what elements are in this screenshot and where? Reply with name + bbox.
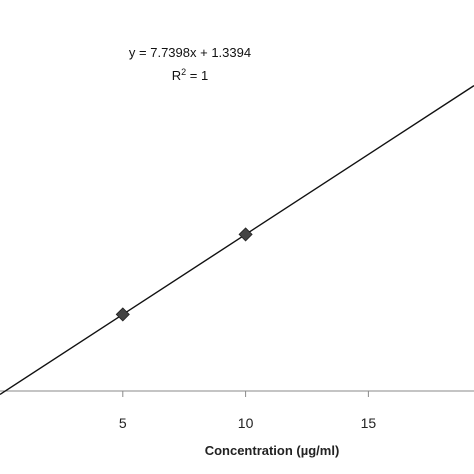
- r-squared-suffix: = 1: [186, 68, 208, 83]
- r-squared-label: R2 = 1: [172, 67, 208, 83]
- data-point-diamond: [115, 307, 130, 322]
- x-tick-label: 10: [238, 415, 254, 431]
- r-squared-prefix: R: [172, 68, 181, 83]
- x-tick-label: 15: [361, 415, 377, 431]
- data-points: [115, 227, 253, 322]
- linear-trendline: [0, 85, 474, 396]
- x-axis-title: Concentration (µg/ml): [205, 443, 340, 458]
- x-axis-tick-labels: 5 10 15: [119, 415, 376, 431]
- x-axis-ticks: [122, 391, 369, 397]
- x-tick-label: 5: [119, 415, 127, 431]
- r-squared-exponent: 2: [181, 67, 186, 77]
- trendline-equation: y = 7.7398x + 1.3394: [129, 45, 251, 60]
- data-point-diamond: [238, 227, 253, 242]
